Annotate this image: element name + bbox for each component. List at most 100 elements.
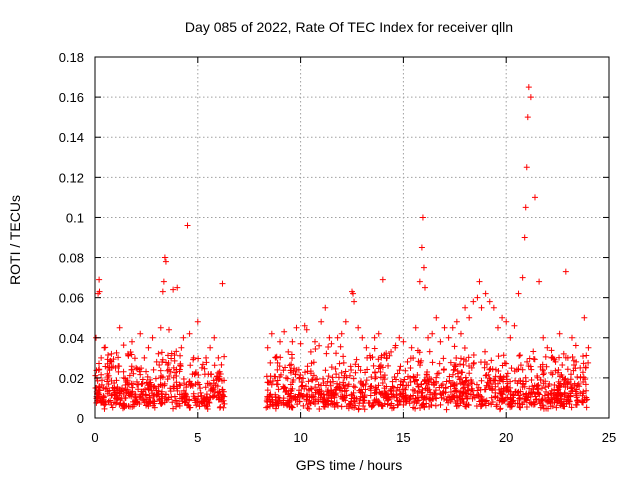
data-point — [305, 378, 312, 385]
data-point — [167, 388, 174, 395]
data-point — [499, 395, 506, 402]
data-point — [388, 348, 395, 355]
data-point — [158, 390, 165, 397]
data-point — [543, 363, 550, 370]
data-point — [466, 314, 473, 321]
data-point — [307, 348, 314, 355]
data-point — [375, 401, 382, 408]
data-point — [317, 394, 324, 401]
data-point — [339, 393, 346, 400]
data-point — [447, 389, 454, 396]
data-point — [460, 361, 467, 368]
data-point — [455, 373, 462, 380]
data-point — [429, 330, 436, 337]
data-point — [305, 386, 312, 393]
data-point — [473, 381, 480, 388]
data-point — [345, 405, 352, 412]
data-point — [454, 367, 461, 374]
data-point — [515, 290, 522, 297]
data-point — [188, 381, 195, 388]
data-point — [531, 356, 538, 363]
data-point — [436, 360, 443, 367]
data-point — [273, 353, 280, 360]
data-point — [495, 367, 502, 374]
data-point — [377, 369, 384, 376]
data-point — [426, 396, 433, 403]
data-point — [519, 366, 526, 373]
data-point — [375, 382, 382, 389]
data-point — [312, 389, 319, 396]
data-point — [573, 397, 580, 404]
data-point — [481, 364, 488, 371]
data-point — [170, 374, 177, 381]
data-point — [315, 398, 322, 405]
data-point — [504, 394, 511, 401]
data-point — [375, 365, 382, 372]
y-tick-label: 0 — [77, 411, 84, 426]
data-point — [445, 399, 452, 406]
data-point — [126, 372, 133, 379]
data-point — [184, 222, 191, 229]
data-point — [565, 397, 572, 404]
data-point — [170, 364, 177, 371]
data-point — [388, 386, 395, 393]
data-point — [335, 374, 342, 381]
data-point — [437, 401, 444, 408]
data-point — [390, 391, 397, 398]
data-point — [296, 398, 303, 405]
data-point — [316, 342, 323, 349]
data-point — [517, 362, 524, 369]
data-point — [564, 354, 571, 361]
data-point — [438, 394, 445, 401]
data-point — [311, 338, 318, 345]
data-point — [537, 376, 544, 383]
data-point — [471, 394, 478, 401]
data-point — [133, 364, 140, 371]
data-point — [561, 389, 568, 396]
data-point — [478, 304, 485, 311]
data-point — [443, 406, 450, 413]
data-point — [153, 358, 160, 365]
data-point — [542, 384, 549, 391]
data-point — [193, 402, 200, 409]
data-point — [368, 403, 375, 410]
data-point — [338, 387, 345, 394]
data-point — [203, 354, 210, 361]
y-axis-label: ROTI / TECUs — [7, 195, 23, 285]
data-point — [447, 380, 454, 387]
data-point — [341, 388, 348, 395]
data-point — [221, 377, 228, 384]
data-point — [279, 399, 286, 406]
data-point — [143, 368, 150, 375]
data-point — [562, 383, 569, 390]
data-point — [214, 375, 221, 382]
data-point — [321, 395, 328, 402]
data-point — [328, 364, 335, 371]
data-point — [468, 391, 475, 398]
data-point — [352, 369, 359, 376]
data-point — [306, 405, 313, 412]
data-point — [326, 334, 333, 341]
data-point — [288, 367, 295, 374]
data-point — [461, 344, 468, 351]
data-point — [537, 404, 544, 411]
data-point — [164, 367, 171, 374]
data-point — [482, 398, 489, 405]
data-point — [351, 298, 358, 305]
data-point — [206, 399, 213, 406]
data-point — [511, 322, 518, 329]
data-point — [539, 366, 546, 373]
data-point — [276, 397, 283, 404]
data-point — [144, 373, 151, 380]
data-point — [549, 396, 556, 403]
data-point — [446, 394, 453, 401]
data-point — [371, 345, 378, 352]
data-point — [106, 367, 113, 374]
data-point — [350, 290, 357, 297]
data-point — [351, 394, 358, 401]
data-point — [499, 362, 506, 369]
data-point — [174, 284, 181, 291]
data-point — [172, 369, 179, 376]
data-point — [357, 393, 364, 400]
data-point — [583, 387, 590, 394]
